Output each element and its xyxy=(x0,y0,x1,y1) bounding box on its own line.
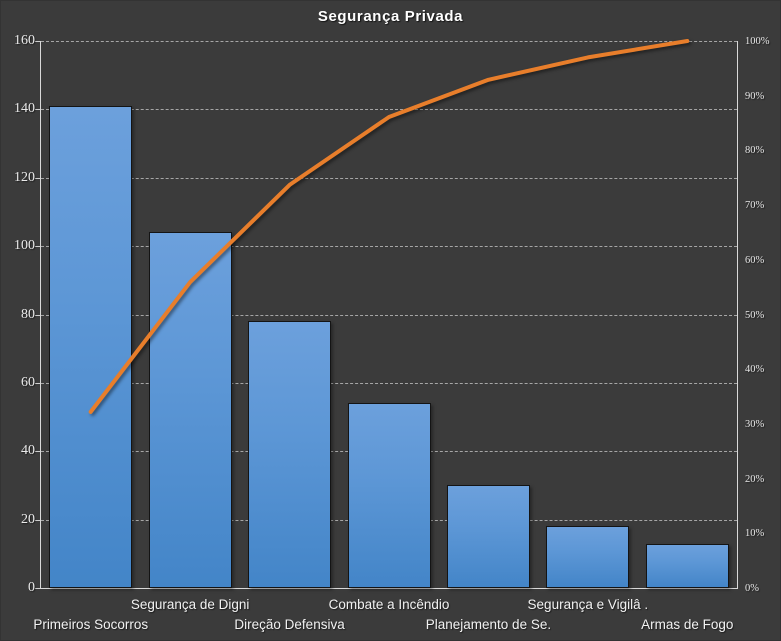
gridline-120 xyxy=(41,177,737,179)
y-axis-tick-80 xyxy=(35,314,40,316)
y-axis-tick-20 xyxy=(35,519,40,521)
x-axis-label-Planejamento de Se.: Planejamento de Se. xyxy=(425,617,552,632)
bar-Combate a Incêndio xyxy=(347,403,431,588)
x-axis-label-Segurança de Digni: Segurança de Digni xyxy=(130,597,250,612)
pct-axis-label-10%: 10% xyxy=(745,528,765,540)
pct-axis-label-40%: 40% xyxy=(745,364,765,376)
x-axis-label-Segurança e Vigilâ .: Segurança e Vigilâ . xyxy=(527,597,649,612)
pct-axis-label-0%: 0% xyxy=(745,583,759,594)
x-axis-label-Combate a Incêndio: Combate a Incêndio xyxy=(328,597,450,612)
y-axis-tick-40 xyxy=(35,451,40,453)
y-axis-tick-60 xyxy=(35,382,40,384)
y-axis-label-40: 40 xyxy=(21,443,35,459)
bar-Planejamento de Se. xyxy=(446,485,530,588)
y-axis-label-140: 140 xyxy=(14,101,35,117)
y-axis-left xyxy=(40,41,41,588)
pct-axis-label-90%: 90% xyxy=(745,90,765,102)
pct-axis-label-70%: 70% xyxy=(745,200,765,212)
y-axis-label-120: 120 xyxy=(14,169,35,185)
gridline-80 xyxy=(41,314,737,316)
y-axis-label-20: 20 xyxy=(21,511,35,527)
bar-Armas de Fogo xyxy=(645,543,729,588)
bar-Segurança de Digni xyxy=(148,232,232,588)
y-axis-label-160: 160 xyxy=(14,33,35,48)
pct-axis-label-20%: 20% xyxy=(745,473,765,485)
pct-axis-label-100%: 100% xyxy=(745,36,770,47)
gridline-60 xyxy=(41,382,737,384)
x-axis-label-Primeiros Socorros: Primeiros Socorros xyxy=(33,617,149,632)
chart-title: Segurança Privada xyxy=(317,8,464,25)
x-axis-label-Armas de Fogo: Armas de Fogo xyxy=(641,617,734,632)
y-axis-tick-100 xyxy=(35,246,40,248)
x-axis xyxy=(40,588,738,589)
bar-Segurança e Vigilâ . xyxy=(546,526,630,588)
plot-area: 0 20 40 60 80 100 120 140 160 0% 10% 20% 30% 40% 50% 60… xyxy=(14,34,770,633)
bar-Primeiros Socorros xyxy=(49,105,133,588)
pct-axis-label-80%: 80% xyxy=(745,145,765,157)
gridline-100 xyxy=(41,246,737,248)
gridline-140 xyxy=(41,109,737,111)
y-axis-label-80: 80 xyxy=(21,306,35,322)
gridline-160 xyxy=(41,41,737,42)
pct-axis-label-50%: 50% xyxy=(745,309,765,321)
y-axis-tick-140 xyxy=(35,109,40,111)
y-axis-tick-120 xyxy=(35,177,40,179)
y-axis-label-0: 0 xyxy=(28,580,35,595)
cumulative-line-layer xyxy=(88,39,690,414)
y-axis-tick-0 xyxy=(35,588,40,589)
y-axis-label-60: 60 xyxy=(21,374,35,390)
cumulative-percentage-line xyxy=(88,39,690,414)
y-axis-tick-160 xyxy=(35,41,40,42)
y-axis-label-100: 100 xyxy=(14,238,35,254)
y-axis-right xyxy=(737,41,738,588)
x-axis-label-Direção Defensiva: Direção Defensiva xyxy=(234,617,345,632)
pct-axis-label-30%: 30% xyxy=(745,418,765,430)
pct-axis-label-60%: 60% xyxy=(745,254,765,266)
bar-Direção Defensiva xyxy=(248,321,332,588)
